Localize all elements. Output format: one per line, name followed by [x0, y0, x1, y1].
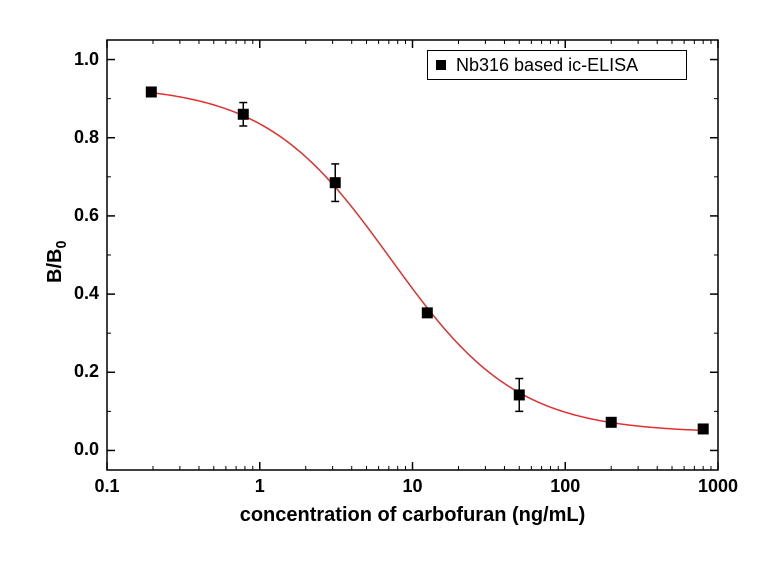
x-tick-label: 0.1	[82, 476, 132, 497]
legend-label: Nb316 based ic-ELISA	[456, 55, 638, 76]
x-tick-label: 1000	[693, 476, 743, 497]
y-tick-label: 0.8	[59, 127, 99, 148]
y-axis-label-text: B/B0	[44, 241, 66, 283]
legend-marker-square	[436, 60, 446, 70]
y-tick-label: 0.4	[59, 283, 99, 304]
y-tick-label: 0.6	[59, 205, 99, 226]
x-tick-label: 100	[540, 476, 590, 497]
x-tick-label: 1	[235, 476, 285, 497]
chart-container: Nb316 based ic-ELISA B/B0 concentration …	[0, 0, 762, 575]
y-tick-label: 0.2	[59, 361, 99, 382]
legend: Nb316 based ic-ELISA	[427, 50, 687, 80]
y-axis-label: B/B0	[44, 241, 70, 283]
y-tick-label: 0.0	[59, 439, 99, 460]
x-tick-label: 10	[388, 476, 438, 497]
x-axis-label: concentration of carbofuran (ng/mL)	[107, 504, 718, 527]
y-tick-label: 1.0	[59, 49, 99, 70]
